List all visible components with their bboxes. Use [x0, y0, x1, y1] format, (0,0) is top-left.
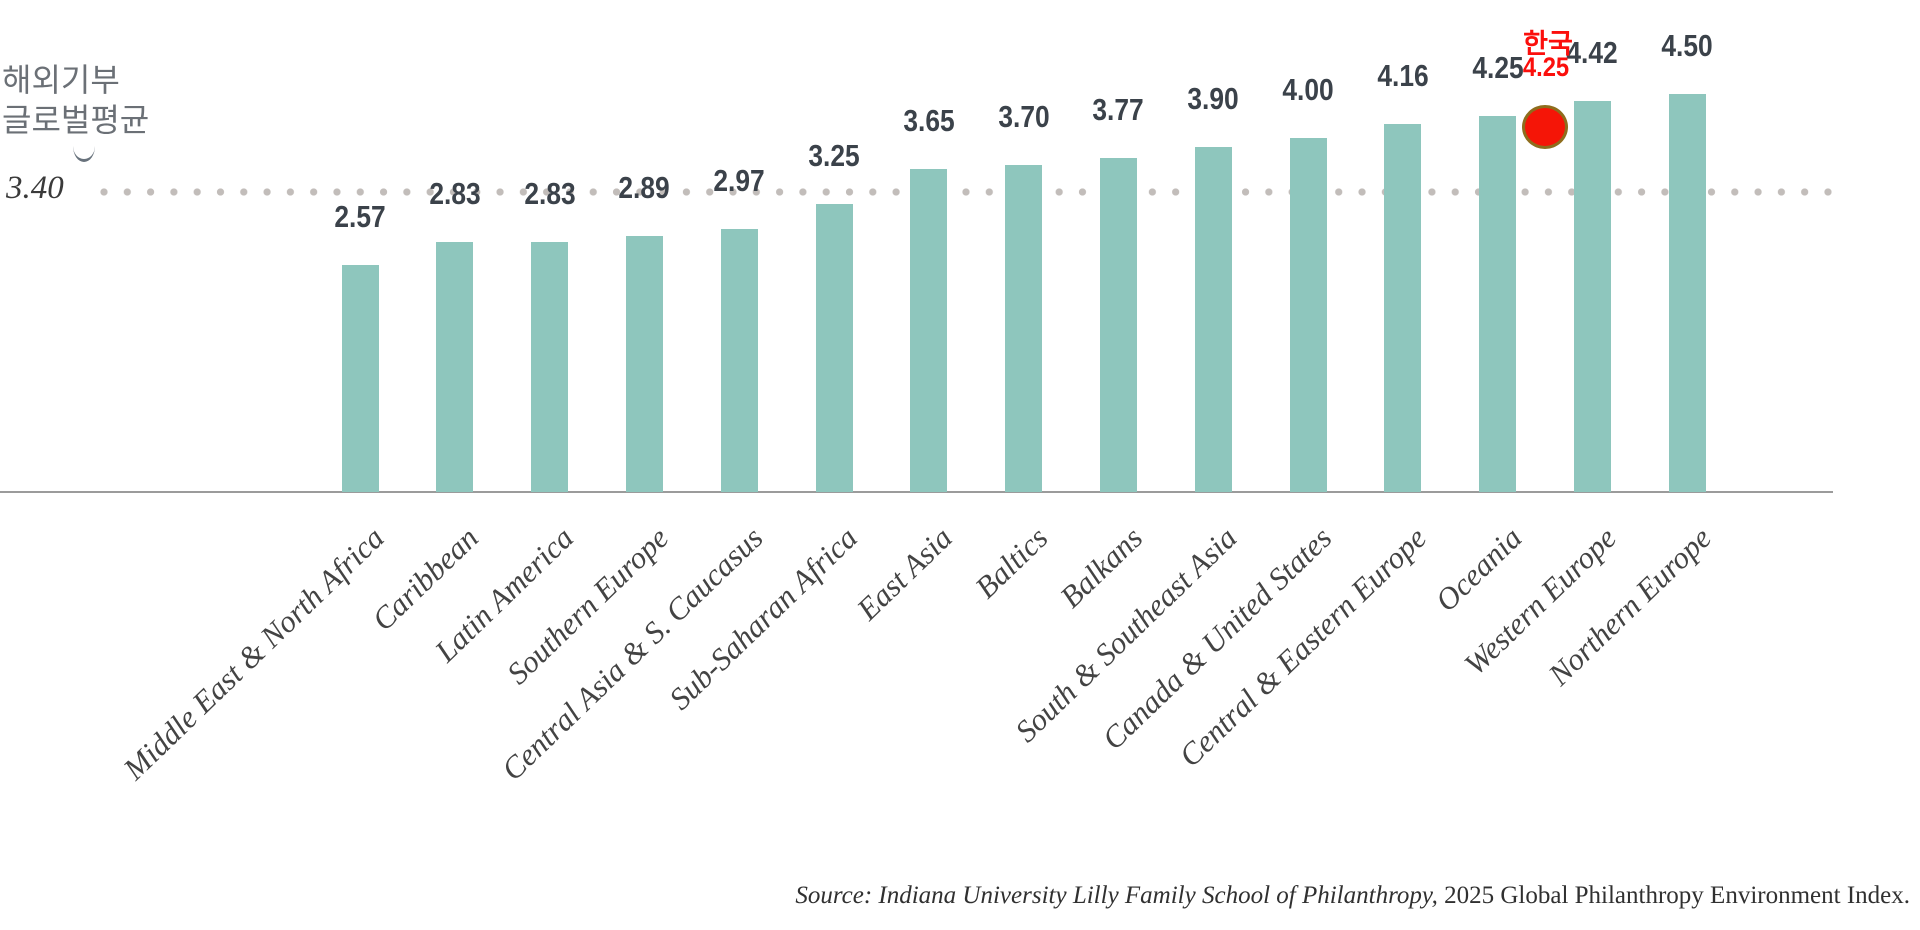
korea-label: 한국	[1523, 29, 1573, 59]
bar-group: 4.16	[1377, 58, 1428, 492]
bar-group: 4.50	[1662, 28, 1713, 492]
x-axis-line	[0, 491, 1833, 493]
bar	[436, 242, 474, 492]
source-citation-italic: Source: Indiana University Lilly Family …	[795, 882, 1438, 909]
bar	[1668, 94, 1706, 492]
bar-value-label: 2.83	[429, 176, 481, 211]
bar-group: 3.65	[903, 103, 954, 492]
bar-value-label: 4.00	[1282, 72, 1334, 107]
bar	[1479, 116, 1517, 492]
bar	[1289, 138, 1327, 492]
bar-value-label: 3.77	[1092, 92, 1145, 127]
bar	[341, 265, 379, 492]
bar-value-label: 2.89	[618, 170, 671, 205]
bar-group: 4.25	[1472, 50, 1523, 492]
bar-group: 3.90	[1188, 81, 1239, 492]
bar-value-label: 3.25	[808, 138, 860, 173]
bar-group: 2.83	[429, 176, 480, 492]
bar	[1099, 158, 1137, 492]
bar	[1005, 165, 1043, 492]
bar-value-label: 4.50	[1661, 28, 1713, 63]
bar	[1194, 147, 1232, 492]
bar	[531, 242, 569, 492]
bar	[720, 229, 758, 492]
bar-value-label: 2.83	[523, 176, 576, 211]
bar-value-label: 3.65	[903, 103, 955, 138]
bar-value-label: 4.25	[1471, 50, 1524, 85]
bar-value-label: 3.70	[997, 99, 1050, 134]
bar-group: 3.70	[998, 99, 1049, 492]
bar	[910, 169, 948, 492]
stray-arc-mark	[73, 146, 95, 162]
bar-group: 4.00	[1282, 72, 1334, 492]
bar-group: 4.42	[1567, 35, 1618, 492]
y-axis-annotation-line2: 글로벌평균	[2, 102, 150, 138]
bar-group: 3.77	[1093, 92, 1144, 492]
bar-value-label: 2.97	[713, 163, 765, 198]
korea-value-label: 4.25	[1522, 52, 1570, 82]
bar	[1573, 101, 1611, 492]
bar-group: 2.97	[714, 163, 765, 492]
global-average-value: 3.40	[6, 170, 64, 206]
korea-marker-circle	[1522, 105, 1568, 149]
bar-group: 3.25	[808, 138, 860, 492]
source-citation-regular: 2025 Global Philanthropy Environment Ind…	[1437, 882, 1910, 909]
bar-group: 2.83	[524, 176, 575, 492]
bar	[815, 204, 853, 492]
bar-value-label: 3.90	[1187, 81, 1239, 116]
bar-group: 2.89	[619, 170, 670, 492]
global-average-dotted-line	[100, 188, 1833, 196]
source-citation: Source: Indiana University Lilly Family …	[795, 882, 1910, 910]
bar	[1384, 124, 1422, 492]
bar-value-label: 2.57	[334, 199, 386, 234]
bar-group: 2.57	[334, 199, 386, 492]
bar-value-label: 4.42	[1566, 35, 1619, 70]
bar-value-label: 4.16	[1377, 58, 1429, 93]
bar	[625, 236, 663, 492]
y-axis-annotation: 해외기부 글로벌평균	[2, 60, 149, 140]
y-axis-annotation-line1: 해외기부	[2, 62, 120, 98]
